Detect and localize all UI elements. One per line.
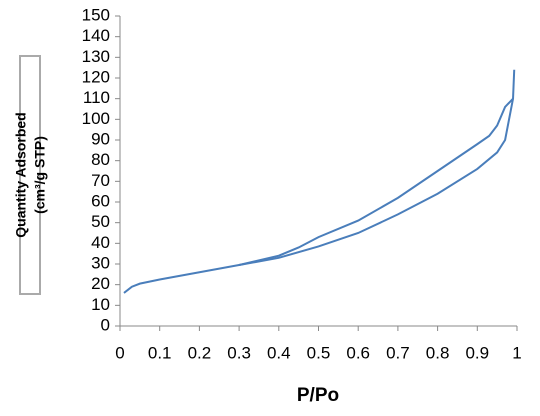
y-tick-label: 130 <box>82 47 110 66</box>
y-tick-label: 80 <box>91 150 110 169</box>
x-tick-label: 0.8 <box>426 343 450 362</box>
data-line <box>238 97 514 267</box>
x-tick-label: 0.1 <box>148 343 172 362</box>
data-line <box>123 69 516 294</box>
y-tick-label: 60 <box>91 191 110 210</box>
y-tick-label: 50 <box>91 212 110 231</box>
y-tick-label: 100 <box>82 109 110 128</box>
y-tick-label: 0 <box>101 315 110 334</box>
y-tick-label: 120 <box>82 67 110 86</box>
y-tick-label: 110 <box>83 88 110 107</box>
y-tick-label: 20 <box>91 274 110 293</box>
x-tick-label: 0.7 <box>386 343 410 362</box>
y-tick-label: 10 <box>91 295 110 314</box>
x-tick-label: 0.3 <box>227 343 251 362</box>
x-tick-label: 0.6 <box>346 343 370 362</box>
y-label-box <box>19 55 41 295</box>
y-label: Quantity Adsorbed (cm³/g STP) <box>13 112 48 238</box>
y-label-line: Quantity Adsorbed <box>13 112 29 238</box>
x-tick-label: 0.4 <box>267 343 291 362</box>
y-tick-label: 150 <box>82 5 110 24</box>
x-tick-label: 0 <box>115 343 124 362</box>
y-tick-label: 70 <box>91 171 110 190</box>
x-tick-label: 0.5 <box>307 343 331 362</box>
y-tick-label: 30 <box>91 253 110 272</box>
x-tick-label: 0.9 <box>465 343 489 362</box>
y-label-line: (cm³/g STP) <box>32 136 48 214</box>
x-tick-label: 0.2 <box>188 343 212 362</box>
y-tick-label: 90 <box>91 129 110 148</box>
y-tick-label: 140 <box>82 26 110 45</box>
x-label: P/Po <box>297 385 339 406</box>
y-tick-label: 40 <box>91 233 110 252</box>
x-tick-label: 1 <box>512 343 521 362</box>
